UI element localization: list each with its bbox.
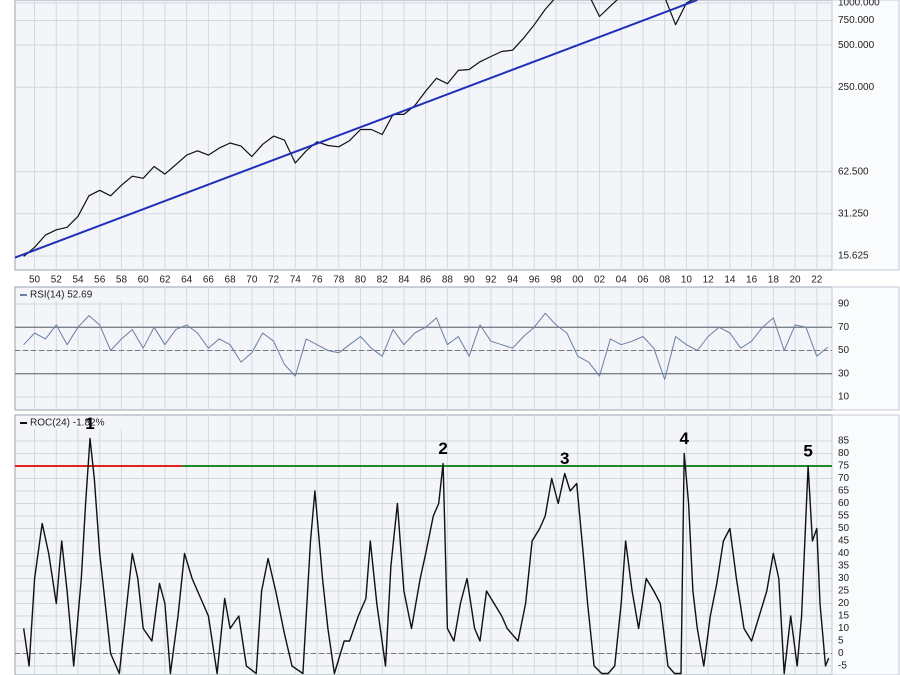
x-tick-label: 82 bbox=[377, 275, 389, 286]
panel-background bbox=[14, 414, 833, 675]
x-tick-label: 58 bbox=[116, 275, 128, 286]
y-tick-label: 50 bbox=[838, 523, 850, 534]
x-tick-label: 92 bbox=[485, 275, 497, 286]
x-tick-label: 66 bbox=[203, 275, 215, 286]
panel-background bbox=[14, 0, 833, 271]
y-tick-label: 15.625 bbox=[838, 251, 869, 262]
annotation: 2 bbox=[438, 439, 447, 458]
x-tick-label: 52 bbox=[51, 275, 63, 286]
annotation: 5 bbox=[803, 441, 812, 460]
y-tick-label: 65 bbox=[838, 486, 850, 497]
x-tick-label: 12 bbox=[703, 275, 715, 286]
y-tick-label: 250.000 bbox=[838, 82, 875, 93]
axis-background bbox=[831, 0, 900, 271]
y-tick-label: 30 bbox=[838, 368, 850, 379]
y-tick-label: 750.000 bbox=[838, 15, 875, 26]
y-tick-label: 70 bbox=[838, 322, 850, 333]
x-tick-label: 98 bbox=[550, 275, 562, 286]
legend-box bbox=[17, 288, 135, 301]
x-tick-label: 18 bbox=[768, 275, 780, 286]
x-tick-label: 14 bbox=[724, 275, 736, 286]
x-tick-label: 64 bbox=[181, 275, 193, 286]
annotation: 1 bbox=[85, 414, 94, 433]
annotation: 4 bbox=[680, 429, 690, 448]
panel-title: ROC(24) -1.82% bbox=[30, 418, 105, 429]
plot-area bbox=[23, 312, 829, 380]
x-tick-label: 02 bbox=[594, 275, 606, 286]
x-tick-label: 06 bbox=[637, 275, 649, 286]
series-line bbox=[23, 0, 694, 257]
x-tick-label: 56 bbox=[94, 275, 106, 286]
y-tick-label: 75 bbox=[838, 461, 850, 472]
series-line bbox=[15, 0, 698, 259]
y-tick-label: 10 bbox=[838, 392, 850, 403]
y-tick-label: 50 bbox=[838, 345, 850, 356]
y-tick-label: 20 bbox=[838, 598, 850, 609]
y-tick-label: 500.000 bbox=[838, 40, 875, 51]
x-tick-label: 80 bbox=[355, 275, 367, 286]
y-tick-label: 62.500 bbox=[838, 166, 869, 177]
y-tick-label: 70 bbox=[838, 473, 850, 484]
y-tick-label: 85 bbox=[838, 436, 850, 447]
y-tick-label: -5 bbox=[838, 661, 847, 672]
y-tick-label: 30 bbox=[838, 573, 850, 584]
y-tick-label: 5 bbox=[838, 636, 844, 647]
y-tick-label: 55 bbox=[838, 511, 850, 522]
y-tick-label: 90 bbox=[838, 299, 850, 310]
x-tick-label: 10 bbox=[681, 275, 693, 286]
x-tick-label: 60 bbox=[138, 275, 150, 286]
x-tick-label: 22 bbox=[811, 275, 823, 286]
y-tick-label: 31.250 bbox=[838, 208, 869, 219]
panel-background bbox=[14, 286, 833, 411]
annotation: 3 bbox=[560, 449, 569, 468]
y-tick-label: 40 bbox=[838, 548, 850, 559]
x-tick-label: 96 bbox=[529, 275, 541, 286]
x-tick-label: 08 bbox=[659, 275, 671, 286]
y-tick-label: 60 bbox=[838, 498, 850, 509]
x-tick-label: 88 bbox=[442, 275, 454, 286]
series-line bbox=[23, 437, 830, 675]
x-tick-label: 16 bbox=[746, 275, 758, 286]
x-tick-label: 94 bbox=[507, 275, 519, 286]
x-tick-label: 86 bbox=[420, 275, 432, 286]
axis-background bbox=[831, 286, 900, 411]
y-tick-label: 1000.000 bbox=[838, 0, 880, 9]
x-tick-label: 74 bbox=[290, 275, 302, 286]
x-tick-label: 84 bbox=[398, 275, 410, 286]
y-tick-label: 35 bbox=[838, 561, 850, 572]
x-tick-label: 54 bbox=[72, 275, 84, 286]
y-tick-label: 15 bbox=[838, 611, 850, 622]
y-tick-label: 45 bbox=[838, 536, 850, 547]
y-tick-label: 0 bbox=[838, 648, 844, 659]
x-tick-label: 90 bbox=[464, 275, 476, 286]
y-tick-label: 10 bbox=[838, 623, 850, 634]
panel-title: RSI(14) 52.69 bbox=[30, 290, 93, 301]
y-tick-label: 25 bbox=[838, 586, 850, 597]
y-tick-label: 80 bbox=[838, 448, 850, 459]
axis-background bbox=[831, 414, 900, 675]
x-tick-label: 78 bbox=[333, 275, 345, 286]
x-tick-label: 00 bbox=[572, 275, 584, 286]
series-line bbox=[23, 312, 829, 380]
plot-area bbox=[23, 437, 830, 675]
x-tick-label: 04 bbox=[616, 275, 628, 286]
plot-area bbox=[15, 0, 698, 259]
x-tick-label: 50 bbox=[29, 275, 41, 286]
legend-box bbox=[17, 416, 135, 429]
x-tick-label: 76 bbox=[311, 275, 323, 286]
x-tick-label: 62 bbox=[159, 275, 171, 286]
x-tick-label: 72 bbox=[268, 275, 280, 286]
x-tick-label: 20 bbox=[789, 275, 801, 286]
x-tick-label: 70 bbox=[246, 275, 258, 286]
x-tick-label: 68 bbox=[225, 275, 237, 286]
